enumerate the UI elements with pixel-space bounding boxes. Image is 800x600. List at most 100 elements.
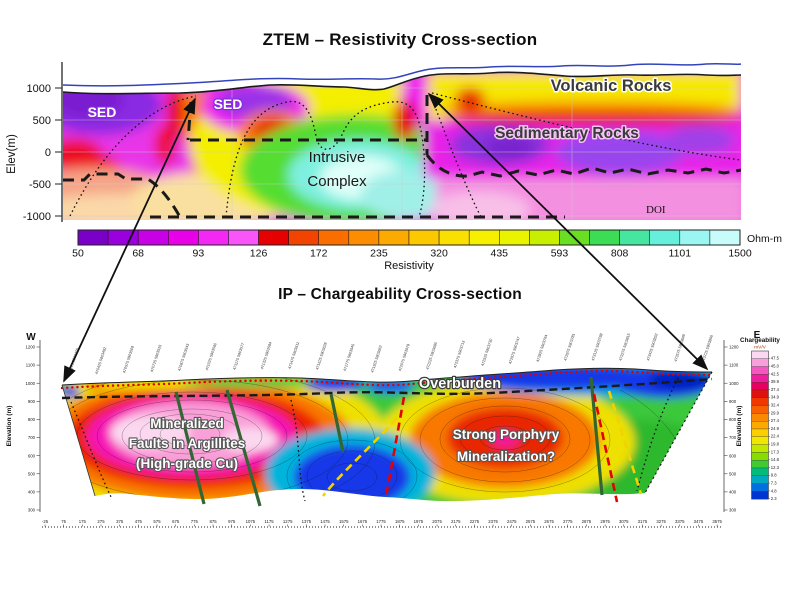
ztem-flight-line [62,62,742,87]
tick-label: 1475 [320,519,330,524]
station-label: 470425 5903492 [95,347,108,375]
tick-label: 2375 [488,519,498,524]
tick-label: -1000 [23,211,51,223]
station-label: 471325 5903594 [260,342,273,370]
chargeability-colorbar-border [751,350,769,500]
colorbar-cell [288,229,319,246]
tick-label: 700 [28,435,36,440]
tick-label: 47.5 [771,356,780,361]
colorbar-cell [348,229,380,246]
colorbar-tick-label: 808 [611,248,629,260]
tick-label: 175 [79,519,87,524]
colorbar-cell [649,229,681,246]
colorbar-tick-label: 593 [551,248,569,260]
ztem-elev-ticks: 1000 500 0 -500 -1000 [23,83,62,223]
colorbar-cell [751,452,769,461]
colorbar-tick-label: 93 [193,248,205,260]
ip-east-marker: E [754,330,761,341]
ip-label-porphyry-2: Mineralization? [457,449,555,464]
ip-overburden-base-dashed [61,377,713,400]
resistivity-axis-label: Resistivity [384,260,434,272]
colorbar-cell [751,382,769,391]
tick-label: 1275 [283,519,293,524]
ip-fault-lines-green [174,376,604,507]
station-label: 472075 5903679 [398,343,411,371]
tick-label: 1200 [729,345,739,350]
ip-section-title: IP – Chargeability Cross-section [278,286,522,303]
tick-label: 2675 [544,519,554,524]
ztem-elev-axis-label: Elev(m) [6,134,18,174]
tick-label: 7.3 [771,481,777,486]
tick-label: 42.5 [771,371,780,376]
chargeability-legend-title: Chargeability [740,337,780,344]
colorbar-cell [137,229,169,246]
station-label: 473575 5903849 [674,334,687,362]
colorbar-cell [751,374,769,383]
station-label: 472525 5903730 [481,338,494,366]
tick-label: 1375 [302,519,312,524]
ip-label-mineralized-1: Mineralized [150,416,224,431]
colorbar-cell [751,428,769,437]
tick-label: 17.3 [771,449,780,454]
colorbar-tick-label: 1101 [669,248,692,260]
station-label: 471475 5903611 [288,341,301,369]
ip-elev-axis-label-right: Elevation (m) [736,406,743,447]
tick-label: 1200 [25,345,35,350]
tick-label: 45.0 [771,364,780,369]
colorbar-cell [529,229,560,246]
ip-fault-lines-yellow-dashed [321,390,643,497]
tick-label: -25 [42,519,49,524]
ztem-label-volcanic-rocks: Volcanic Rocks [551,77,672,95]
ip-label-mineralized-3: (High-grade Cu) [136,456,238,471]
colorbar-cell [751,366,769,375]
tick-label: 300 [729,508,737,513]
tick-label: 1975 [414,519,424,524]
tick-label: 800 [729,417,737,422]
colorbar-cell [751,483,769,492]
colorbar-cell [198,229,229,246]
ztem-label-sed-left: SED [88,104,117,120]
tick-label: 37.4 [771,387,780,392]
tick-label: 24.9 [771,426,780,431]
colorbar-cell [751,421,769,430]
tick-label: 475 [135,519,143,524]
ip-west-marker: W [26,332,36,343]
tick-label: 19.8 [771,442,780,447]
colorbar-cell [408,229,440,246]
station-label: 471175 5903577 [233,342,246,370]
station-label: 473125 5903798 [591,333,604,361]
ztem-topography-line [62,71,742,95]
ip-surface-electrode-dots [60,369,714,390]
tick-label: 2.3 [771,496,777,501]
tick-label: 1875 [395,519,405,524]
tick-label: 500 [729,471,737,476]
tick-label: 1000 [25,381,35,386]
ip-west-edge [61,384,96,497]
tick-label: 2775 [563,519,573,524]
colorbar-tick-label: 235 [370,248,388,260]
resistivity-colorbar [77,229,741,246]
ip-chargeability-cross-section: Overburden Mineralized Faults in Argilli… [6,330,780,528]
colorbar-tick-label: 126 [250,248,268,260]
tick-label: 1775 [376,519,386,524]
colorbar-cell [751,436,769,445]
ip-label-overburden: Overburden [419,376,501,392]
colorbar-tick-label: 320 [430,248,448,260]
station-label: 472825 5903764 [536,334,549,362]
tick-label: 2575 [526,519,536,524]
tick-label: -500 [29,179,51,191]
tick-label: 75 [61,519,66,524]
tick-label: 1675 [358,519,368,524]
station-label: 471775 5903645 [343,343,356,371]
colorbar-cell [318,229,350,246]
ip-elev-ticks: 1200 1200 1100 1100 1000 1000 900 900 800 800 700 7… [25,345,739,513]
ztem-section-title: ZTEM – Resistivity Cross-section [262,30,538,49]
tick-label: 22.4 [771,434,780,439]
tick-label: 2175 [451,519,461,524]
tick-label: 29.9 [771,410,780,415]
colorbar-cell [468,229,500,246]
station-label: 472675 5903747 [508,336,521,364]
ztem-resistivity-cross-section: 1000 500 0 -500 -1000 Elev(m) SED SED Volcan… [6,62,782,272]
tick-label: 2475 [507,519,517,524]
colorbar-tick-label: 172 [310,248,328,260]
